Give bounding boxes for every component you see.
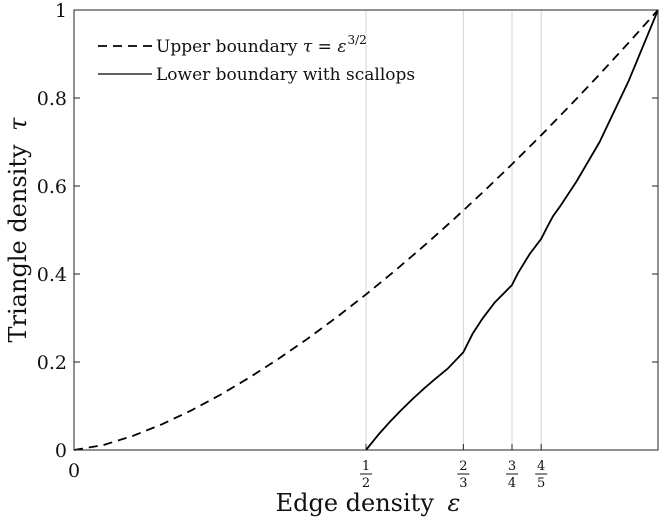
y-tick-label-5: 1 <box>55 0 67 22</box>
x-axis-label-symbol: ε <box>448 489 461 517</box>
y-tick-label-4: 0.8 <box>37 88 67 110</box>
x-tick-numerator-2: 2 <box>459 459 467 474</box>
series-lines <box>73 9 659 451</box>
legend: Upper boundary τ = ε3/2 Lower boundary wi… <box>98 33 415 85</box>
x-tick-denominator-2: 3 <box>459 476 467 491</box>
y-tick-label-3: 0.6 <box>37 176 67 198</box>
y-axis-label: Triangle density τ <box>4 117 32 343</box>
x-tick-numerator-3: 3 <box>508 459 516 474</box>
y-axis-label-symbol: τ <box>4 117 32 131</box>
legend-label-0: Upper boundary τ = ε3/2 <box>156 33 367 57</box>
x-tick-denominator-1: 2 <box>362 476 370 491</box>
y-tick-label-0: 0 <box>55 440 67 462</box>
x-tick-denominator-4: 5 <box>537 476 545 491</box>
series-line-1 <box>365 9 659 451</box>
y-tick-label-2: 0.4 <box>37 264 67 286</box>
x-tick-numerator-4: 4 <box>537 459 545 474</box>
x-tick-label-0: 0 <box>68 460 80 482</box>
x-tick-fraction-4: 45 <box>535 459 548 491</box>
x-tick-fraction-2: 23 <box>457 459 470 491</box>
y-tick-label-1: 0.2 <box>37 352 67 374</box>
x-tick-denominator-3: 4 <box>508 476 516 491</box>
x-axis-label-text: Edge density <box>276 489 435 517</box>
reference-lines <box>365 10 542 450</box>
x-tick-fraction-1: 12 <box>360 459 372 491</box>
series-line-0 <box>73 9 659 451</box>
x-axis-label: Edge density ε <box>276 489 461 517</box>
y-axis-label-text: Triangle density <box>4 144 32 342</box>
legend-label-1: Lower boundary with scallops <box>156 65 415 85</box>
x-tick-fraction-3: 34 <box>506 459 518 491</box>
x-tick-numerator-1: 1 <box>362 459 370 474</box>
